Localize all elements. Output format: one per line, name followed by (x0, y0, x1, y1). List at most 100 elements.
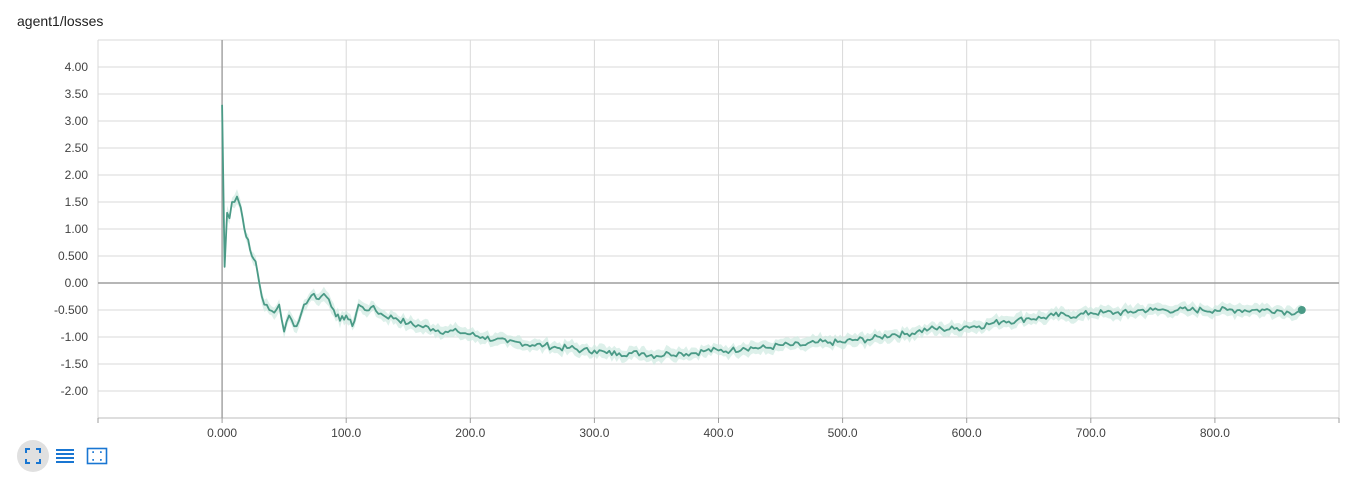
data-point (224, 266, 226, 268)
data-point (643, 352, 645, 354)
data-point (221, 104, 223, 106)
data-point (631, 352, 633, 354)
series-variance-band (222, 98, 1302, 366)
data-point (792, 344, 794, 346)
data-point (328, 298, 330, 300)
data-point (879, 336, 881, 338)
y-tick-label: 1.00 (65, 222, 89, 236)
data-point (780, 344, 782, 346)
y-tick-label: 2.00 (65, 168, 89, 182)
data-point (1202, 309, 1204, 311)
data-point (1264, 309, 1266, 311)
y-tick-label: 1.50 (65, 195, 89, 209)
data-point (1152, 309, 1154, 311)
data-point (308, 298, 310, 300)
data-point (318, 298, 320, 300)
data-point (323, 293, 325, 295)
data-point (1040, 317, 1042, 319)
x-tick-label: 800.0 (1200, 426, 1230, 440)
y-tick-label: 2.50 (65, 141, 89, 155)
data-point (705, 350, 707, 352)
data-point (1078, 315, 1080, 317)
y-tick-label: -1.50 (61, 357, 89, 371)
data-point (817, 342, 819, 344)
y-axis-ticks: 4.00 3.50 3.00 2.50 2.00 1.50 1.00 0.500 0.00 -0.… (54, 60, 88, 398)
x-tick-label: 400.0 (703, 426, 733, 440)
data-point (229, 217, 231, 219)
data-point (1053, 315, 1055, 317)
chart-title: agent1/losses (17, 13, 104, 29)
data-point (1276, 309, 1278, 311)
data-point (1164, 309, 1166, 311)
data-point (268, 309, 270, 311)
data-point (867, 339, 869, 341)
data-point (420, 325, 422, 327)
data-point (978, 325, 980, 327)
data-point (755, 347, 757, 349)
data-table-button[interactable] (49, 440, 81, 472)
data-point (247, 239, 249, 241)
x-tick-label: 0.000 (207, 426, 237, 440)
data-point (236, 196, 238, 198)
data-point (313, 293, 315, 295)
data-point (352, 325, 354, 327)
data-point (251, 255, 253, 257)
data-point (255, 261, 257, 263)
data-point (668, 352, 670, 354)
series-line-layer (221, 104, 1306, 360)
data-point (231, 201, 233, 203)
data-point (829, 342, 831, 344)
data-point (1115, 312, 1117, 314)
select-region-button[interactable] (81, 440, 113, 472)
y-tick-label: 0.500 (58, 249, 88, 263)
fit-to-screen-icon (25, 448, 41, 464)
data-point (656, 355, 658, 357)
y-tick-label: 0.00 (65, 276, 89, 290)
data-point (234, 201, 236, 203)
data-point (303, 304, 305, 306)
data-point (298, 320, 300, 322)
data-point (718, 350, 720, 352)
data-point (854, 339, 856, 341)
data-point (1189, 309, 1191, 311)
data-point (519, 342, 521, 344)
last-point-marker (1297, 306, 1306, 314)
variance-band (222, 98, 1302, 366)
fit-to-screen-button[interactable] (17, 440, 49, 472)
data-point (457, 331, 459, 333)
data-point (594, 350, 596, 352)
y-tick-label: 3.50 (65, 87, 89, 101)
data-point (278, 304, 280, 306)
x-tick-label: 600.0 (952, 426, 982, 440)
data-point (1214, 309, 1216, 311)
data-point (370, 307, 372, 309)
data-point (953, 328, 955, 330)
data-point (1177, 309, 1179, 311)
data-point (1102, 312, 1104, 314)
data-point (283, 331, 285, 333)
data-point (581, 350, 583, 352)
x-tick-label: 100.0 (331, 426, 361, 440)
data-point (891, 334, 893, 336)
data-point (339, 320, 341, 322)
data-point (904, 334, 906, 336)
data-point (1227, 309, 1229, 311)
data-point (240, 207, 242, 209)
data-point (293, 325, 295, 327)
data-point (288, 315, 290, 317)
line-chart[interactable]: 4.00 3.50 3.00 2.50 2.00 1.50 1.00 0.500 0.00 -0.… (0, 0, 1362, 440)
data-point (470, 334, 472, 336)
data-point (556, 347, 558, 349)
data-point (680, 352, 682, 354)
data-point (569, 347, 571, 349)
data-point (929, 328, 931, 330)
data-point (364, 309, 366, 311)
chart-toolbar (17, 440, 113, 472)
data-point (263, 304, 265, 306)
x-tick-label: 200.0 (455, 426, 485, 440)
data-point (805, 344, 807, 346)
y-tick-label: -0.500 (54, 303, 88, 317)
x-tick-label: 500.0 (828, 426, 858, 440)
data-point (842, 342, 844, 344)
data-point (1251, 309, 1253, 311)
